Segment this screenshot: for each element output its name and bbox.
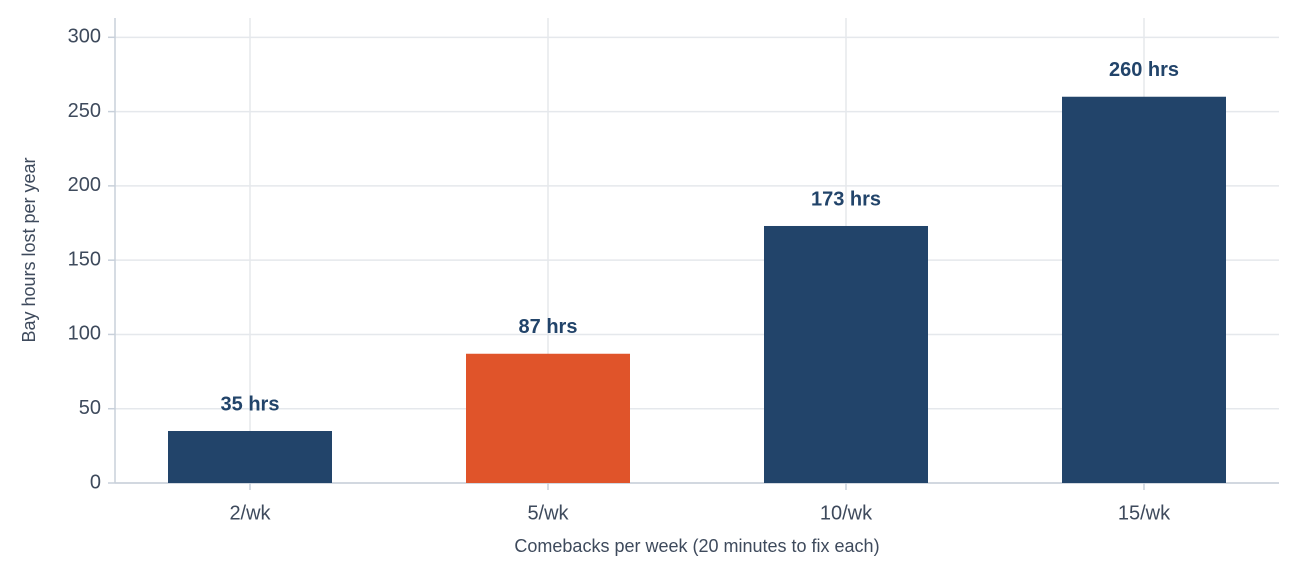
x-tick-label: 15/wk	[1118, 502, 1171, 524]
bar	[466, 353, 630, 483]
x-tick-label: 5/wk	[527, 502, 569, 524]
value-label: 87 hrs	[519, 316, 578, 338]
value-label: 173 hrs	[811, 188, 881, 210]
value-label: 260 hrs	[1109, 59, 1179, 81]
bar	[168, 431, 332, 483]
bar	[764, 225, 928, 483]
y-axis-label: Bay hours lost per year	[19, 157, 39, 342]
y-tick-label: 0	[90, 471, 101, 493]
bar	[1062, 96, 1226, 483]
y-tick-label: 150	[68, 248, 101, 270]
x-axis-label: Comebacks per week (20 minutes to fix ea…	[514, 536, 879, 556]
value-label: 35 hrs	[221, 393, 280, 415]
x-tick-label: 10/wk	[820, 502, 873, 524]
y-tick-label: 50	[79, 397, 101, 419]
y-tick-label: 100	[68, 323, 101, 345]
y-tick-label: 200	[68, 174, 101, 196]
y-tick-label: 250	[68, 100, 101, 122]
y-tick-label: 300	[68, 26, 101, 48]
x-tick-label: 2/wk	[229, 502, 271, 524]
